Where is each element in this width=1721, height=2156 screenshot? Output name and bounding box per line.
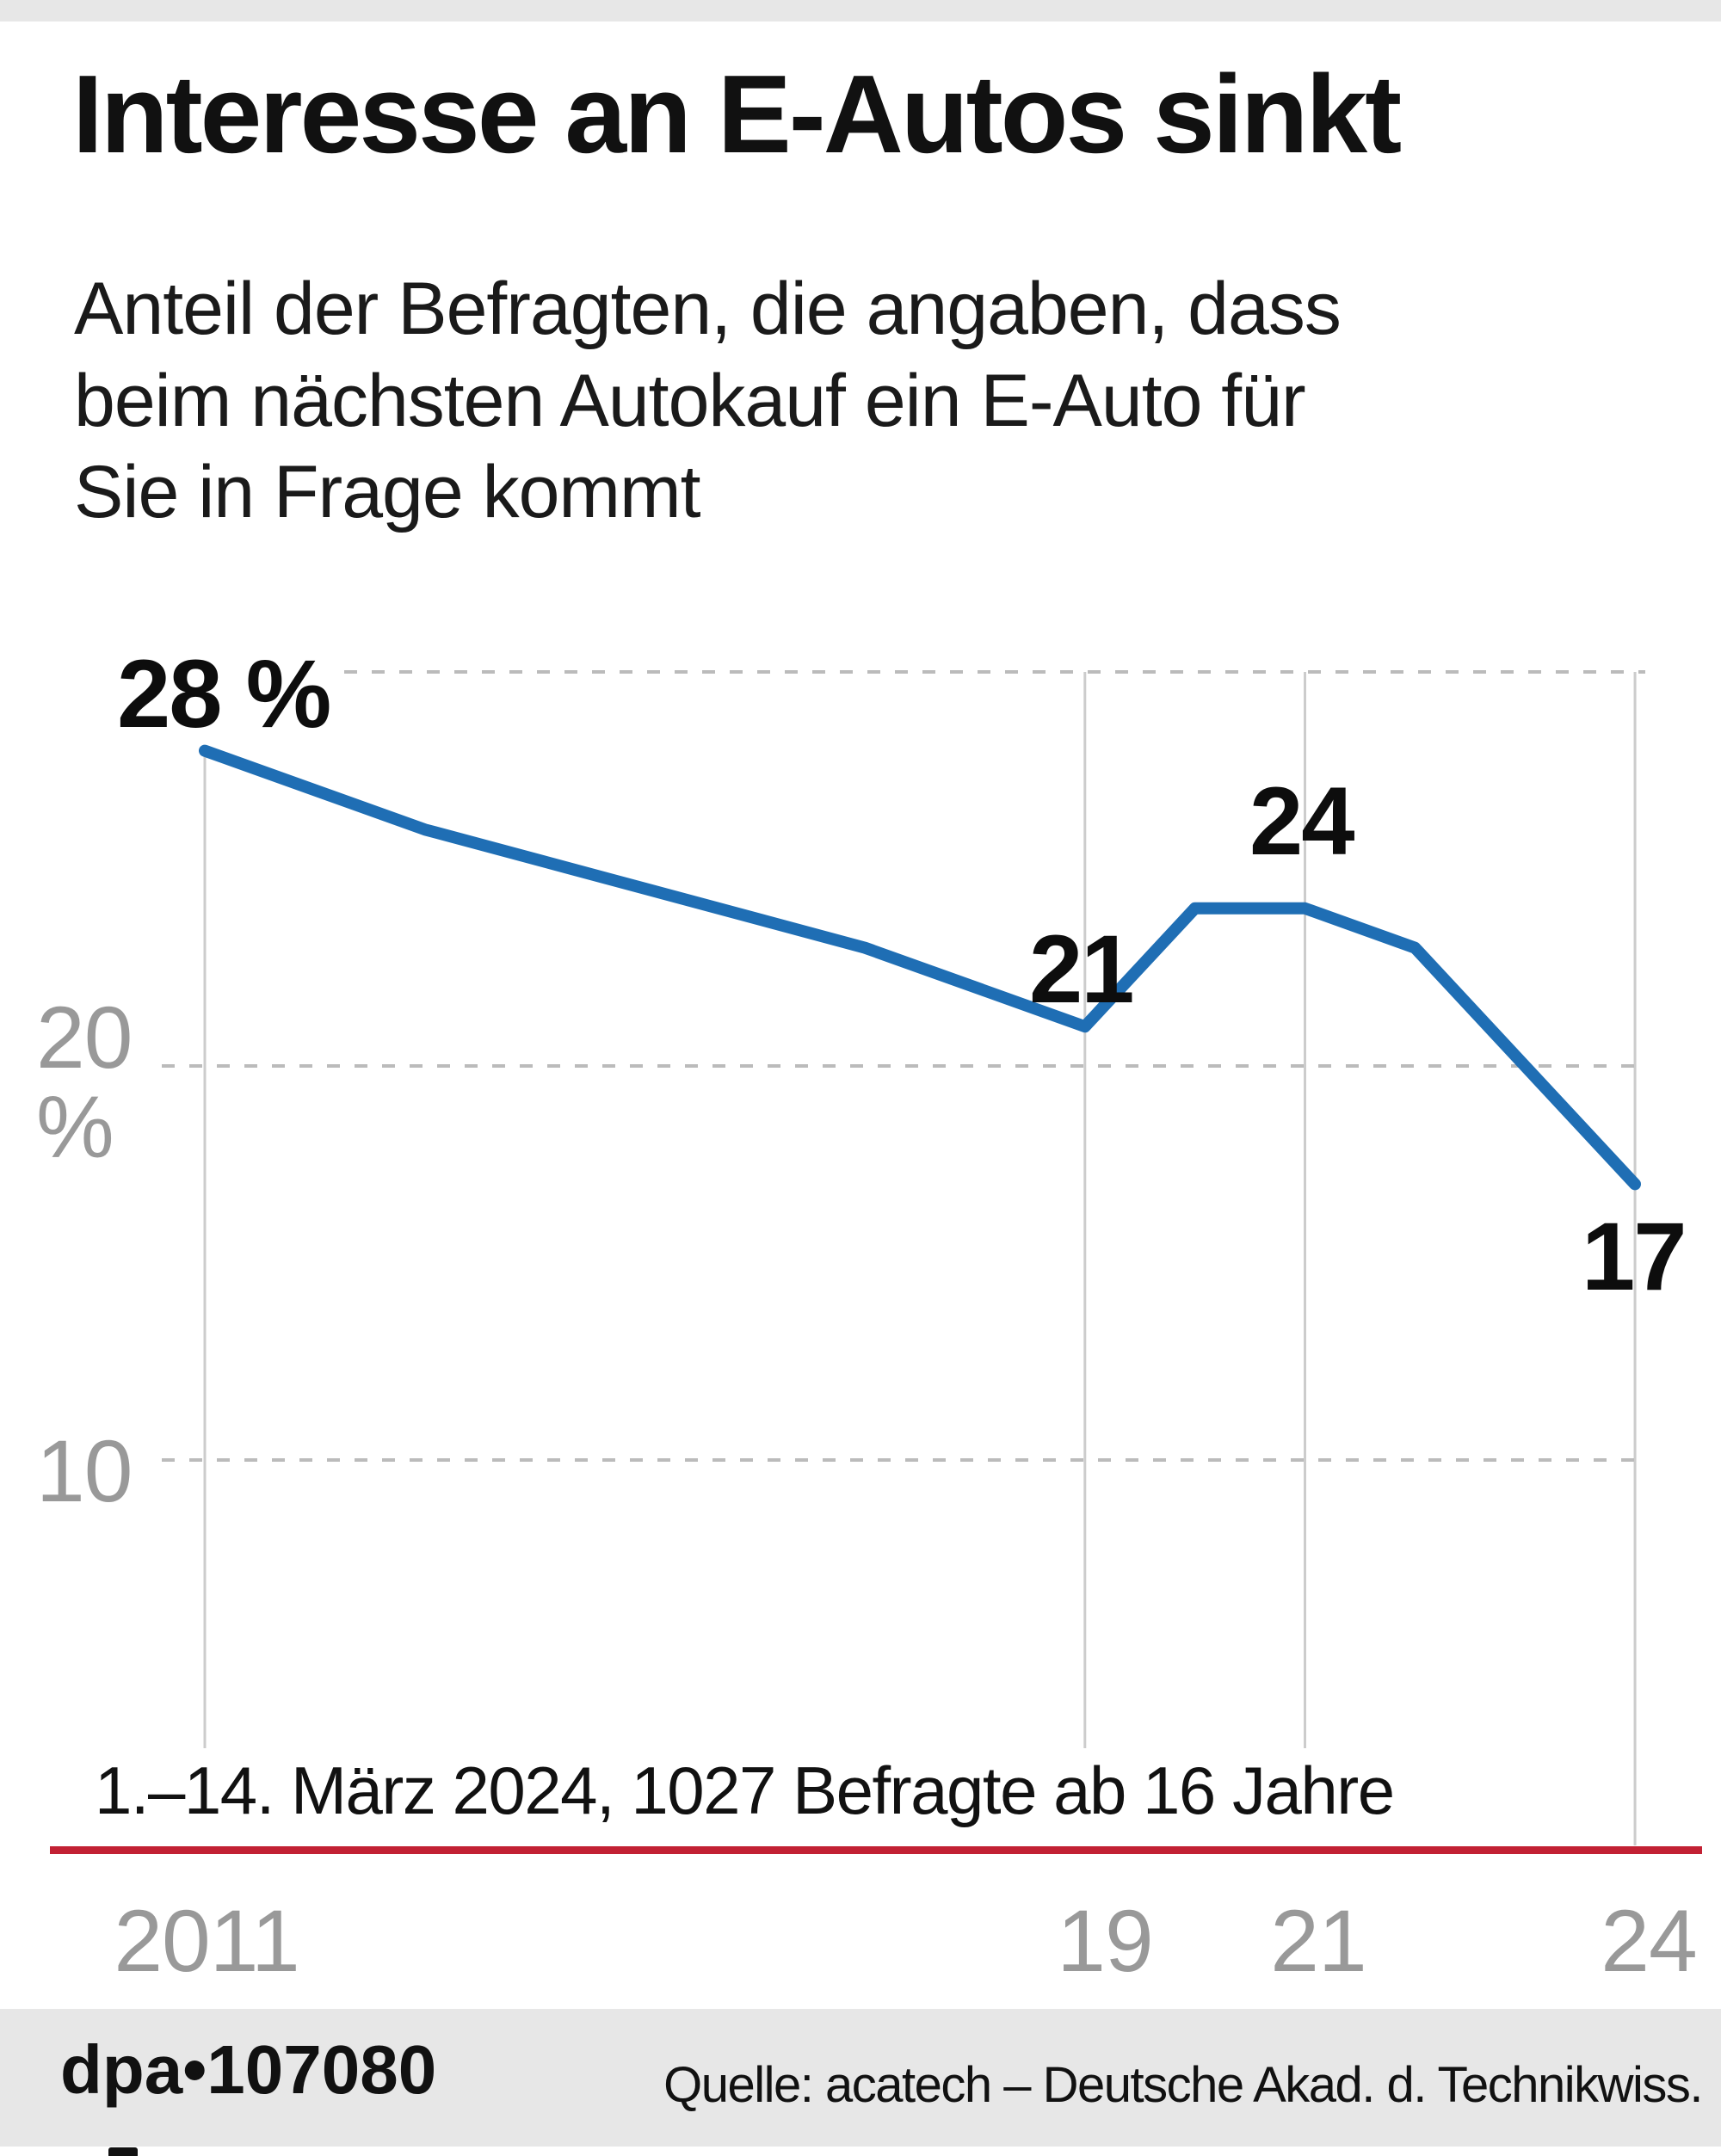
top-gray-bar (0, 0, 1721, 22)
y-axis-percent-sign: % (36, 1078, 114, 1176)
survey-note: 1.–14. März 2024, 1027 Befragte ab 16 Ja… (95, 1753, 1395, 1828)
point-label-2021: 24 (1249, 767, 1355, 875)
horizontal-dashed-gridlines (162, 670, 1645, 1462)
x-tick-19: 19 (1057, 1892, 1153, 1990)
point-label-2024: 17 (1582, 1203, 1687, 1310)
chart-subtitle: Anteil der Befragten, die angaben, dass … (74, 268, 1342, 534)
point-label-2011: 28 % (117, 640, 331, 748)
vertical-gridlines (203, 672, 1637, 1845)
x-tick-2011: 2011 (114, 1892, 299, 1990)
chart-title: Interesse an E-Autos sinkt (72, 52, 1402, 176)
x-tick-21: 21 (1270, 1892, 1366, 1990)
red-divider-rule (50, 1846, 1702, 1854)
trend-line (199, 744, 1641, 1191)
footer-band (0, 2009, 1721, 2147)
y-tick-10: 10 (36, 1422, 133, 1520)
cropped-next-block-mark (108, 2147, 138, 2156)
source-credit: Quelle: acatech – Deutsche Akad. d. Tech… (663, 2057, 1703, 2113)
y-tick-20: 20 (36, 989, 133, 1087)
point-label-2019: 21 (1029, 915, 1135, 1023)
x-tick-24: 24 (1601, 1892, 1697, 1990)
dpa-credit: dpa•107080 (60, 2031, 437, 2108)
